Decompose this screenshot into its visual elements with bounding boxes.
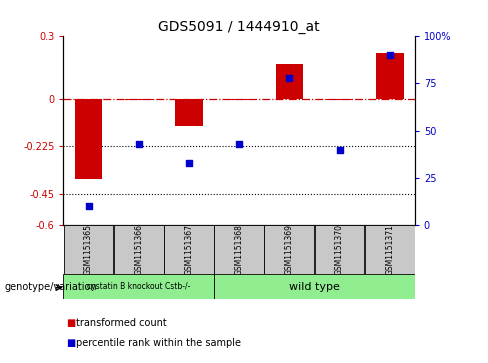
Bar	[276, 64, 303, 99]
Text: GSM1151369: GSM1151369	[285, 224, 294, 275]
FancyBboxPatch shape	[64, 225, 113, 274]
Text: genotype/variation: genotype/variation	[5, 282, 98, 293]
Point	[386, 52, 394, 58]
Point	[185, 160, 193, 166]
Text: percentile rank within the sample: percentile rank within the sample	[76, 338, 241, 348]
Bar	[325, 99, 353, 100]
Text: transformed count: transformed count	[76, 318, 166, 328]
Point	[285, 75, 293, 81]
Bar	[125, 99, 153, 100]
FancyBboxPatch shape	[315, 225, 365, 274]
Text: GSM1151370: GSM1151370	[335, 224, 344, 275]
Text: GSM1151368: GSM1151368	[235, 224, 244, 275]
Text: wild type: wild type	[289, 282, 340, 292]
Text: GSM1151367: GSM1151367	[184, 224, 193, 275]
FancyBboxPatch shape	[365, 225, 414, 274]
Title: GDS5091 / 1444910_at: GDS5091 / 1444910_at	[158, 20, 320, 34]
FancyBboxPatch shape	[164, 225, 214, 274]
Text: ■: ■	[66, 338, 75, 348]
Point	[336, 147, 344, 152]
Bar	[175, 99, 203, 126]
FancyBboxPatch shape	[214, 225, 264, 274]
Text: GSM1151366: GSM1151366	[134, 224, 143, 275]
Point	[84, 203, 92, 209]
Text: GSM1151365: GSM1151365	[84, 224, 93, 275]
FancyBboxPatch shape	[63, 274, 214, 299]
Bar	[225, 99, 253, 100]
Bar	[75, 99, 102, 179]
Point	[135, 141, 142, 147]
Text: cystatin B knockout Cstb-/-: cystatin B knockout Cstb-/-	[87, 282, 190, 291]
Text: ■: ■	[66, 318, 75, 328]
FancyBboxPatch shape	[214, 274, 415, 299]
FancyBboxPatch shape	[264, 225, 314, 274]
Bar	[376, 53, 404, 99]
Text: GSM1151371: GSM1151371	[385, 224, 394, 275]
FancyBboxPatch shape	[114, 225, 163, 274]
Point	[235, 141, 243, 147]
